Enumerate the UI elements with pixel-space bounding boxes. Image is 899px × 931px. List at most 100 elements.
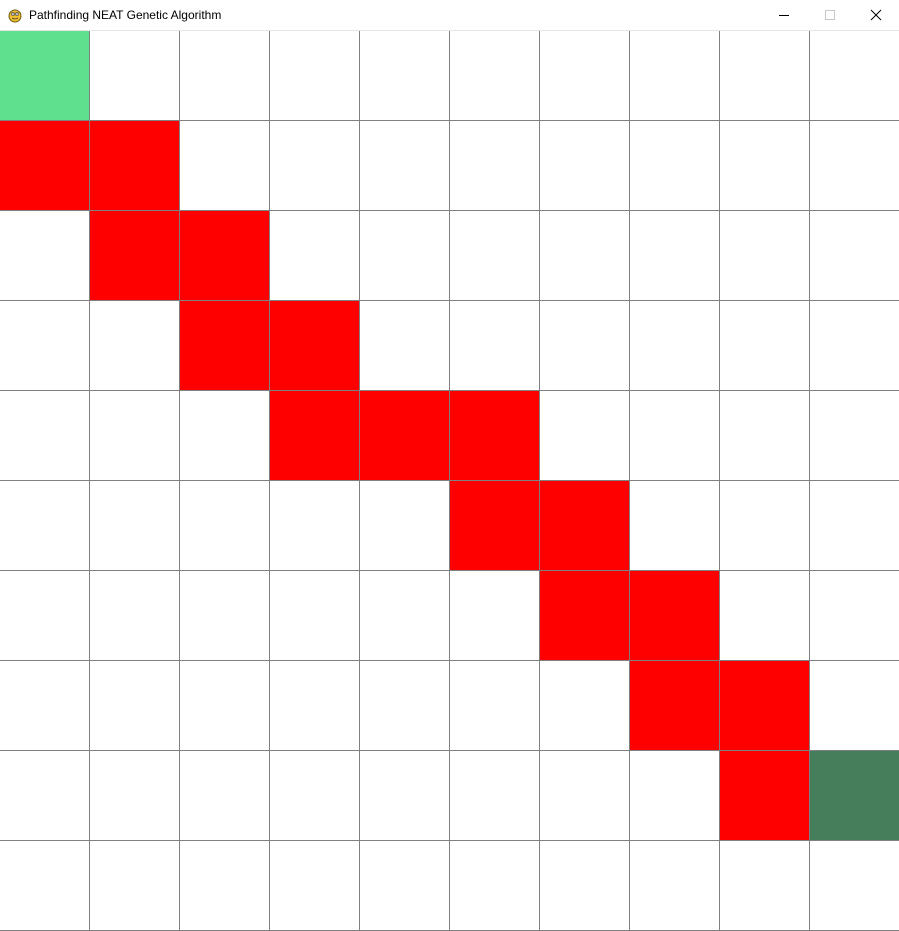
grid-cell[interactable] [90,571,180,661]
grid-cell[interactable] [630,211,720,301]
grid-cell[interactable] [540,391,630,481]
path-cell[interactable] [180,211,270,301]
path-cell[interactable] [450,391,540,481]
path-cell[interactable] [720,661,810,751]
grid-cell[interactable] [810,841,899,931]
grid-cell[interactable] [540,661,630,751]
grid-cell[interactable] [360,31,450,121]
grid-cell[interactable] [450,661,540,751]
close-button[interactable] [853,0,899,30]
path-cell[interactable] [630,661,720,751]
grid-cell[interactable] [180,391,270,481]
grid-cell[interactable] [270,751,360,841]
grid-cell[interactable] [180,481,270,571]
grid-cell[interactable] [180,841,270,931]
grid-cell[interactable] [450,571,540,661]
grid-cell[interactable] [0,211,90,301]
grid-cell[interactable] [270,571,360,661]
grid-cell[interactable] [720,391,810,481]
grid-cell[interactable] [180,571,270,661]
grid-cell[interactable] [450,841,540,931]
grid-cell[interactable] [540,211,630,301]
grid-cell[interactable] [0,391,90,481]
grid-cell[interactable] [450,751,540,841]
grid-cell[interactable] [360,121,450,211]
grid-cell[interactable] [720,571,810,661]
grid-cell[interactable] [360,301,450,391]
grid-cell[interactable] [540,751,630,841]
grid-cell[interactable] [810,301,899,391]
grid-cell[interactable] [90,391,180,481]
grid-cell[interactable] [270,661,360,751]
grid-cell[interactable] [450,31,540,121]
minimize-button[interactable] [761,0,807,30]
grid-cell[interactable] [810,31,899,121]
grid-cell[interactable] [720,841,810,931]
goal-cell[interactable] [810,751,899,841]
grid-cell[interactable] [450,301,540,391]
grid-cell[interactable] [720,211,810,301]
grid-cell[interactable] [450,211,540,301]
grid-cell[interactable] [270,481,360,571]
grid-cell[interactable] [360,211,450,301]
grid-cell[interactable] [0,571,90,661]
grid-cell[interactable] [270,121,360,211]
grid-cell[interactable] [180,121,270,211]
title-bar[interactable]: Pathfinding NEAT Genetic Algorithm [0,0,899,31]
grid-cell[interactable] [810,391,899,481]
grid-cell[interactable] [270,841,360,931]
grid-cell[interactable] [720,31,810,121]
path-cell[interactable] [360,391,450,481]
grid-cell[interactable] [450,121,540,211]
path-cell[interactable] [630,571,720,661]
path-cell[interactable] [90,121,180,211]
grid-cell[interactable] [90,661,180,751]
grid-cell[interactable] [360,571,450,661]
grid-cell[interactable] [90,301,180,391]
grid-cell[interactable] [630,751,720,841]
path-cell[interactable] [180,301,270,391]
grid-cell[interactable] [180,751,270,841]
grid-cell[interactable] [630,841,720,931]
grid-cell[interactable] [90,31,180,121]
grid-cell[interactable] [540,121,630,211]
path-cell[interactable] [270,391,360,481]
grid-cell[interactable] [360,661,450,751]
path-cell[interactable] [720,751,810,841]
grid-cell[interactable] [180,661,270,751]
grid-cell[interactable] [360,751,450,841]
grid-cell[interactable] [540,31,630,121]
grid-cell[interactable] [90,841,180,931]
grid-cell[interactable] [810,481,899,571]
start-cell[interactable] [0,31,90,121]
grid-cell[interactable] [0,301,90,391]
grid-cell[interactable] [360,481,450,571]
grid-cell[interactable] [540,841,630,931]
grid-cell[interactable] [720,301,810,391]
path-cell[interactable] [540,571,630,661]
grid-cell[interactable] [630,31,720,121]
maximize-button[interactable] [807,0,853,30]
grid-cell[interactable] [630,301,720,391]
grid-cell[interactable] [810,211,899,301]
grid-cell[interactable] [90,481,180,571]
path-cell[interactable] [540,481,630,571]
path-cell[interactable] [0,121,90,211]
pathfinding-grid[interactable] [0,31,899,931]
grid-cell[interactable] [270,211,360,301]
path-cell[interactable] [90,211,180,301]
path-cell[interactable] [450,481,540,571]
grid-cell[interactable] [0,751,90,841]
grid-cell[interactable] [360,841,450,931]
path-cell[interactable] [270,301,360,391]
grid-cell[interactable] [720,121,810,211]
grid-cell[interactable] [810,121,899,211]
grid-cell[interactable] [810,661,899,751]
grid-cell[interactable] [540,301,630,391]
grid-cell[interactable] [90,751,180,841]
grid-cell[interactable] [630,391,720,481]
grid-cell[interactable] [270,31,360,121]
grid-cell[interactable] [0,661,90,751]
grid-cell[interactable] [0,841,90,931]
grid-cell[interactable] [630,481,720,571]
